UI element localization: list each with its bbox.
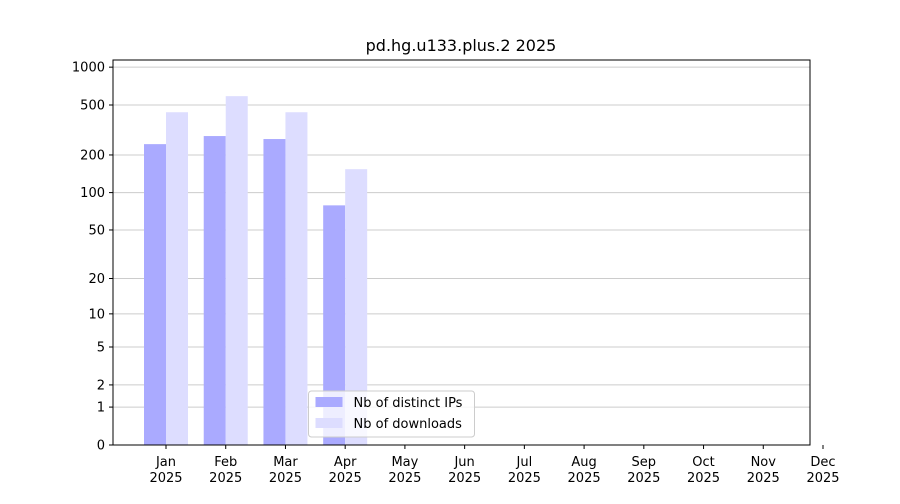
x-tick-label: May 2025 bbox=[388, 455, 421, 486]
y-tick-label: 200 bbox=[80, 148, 105, 163]
x-tick-year: 2025 bbox=[209, 471, 242, 486]
x-tick-label: Sep 2025 bbox=[627, 455, 660, 486]
y-tick-label: 5 bbox=[97, 341, 105, 356]
x-tick-month: May bbox=[391, 455, 418, 470]
bar bbox=[345, 169, 368, 445]
x-tick-label: Oct 2025 bbox=[687, 455, 720, 486]
legend-box bbox=[308, 390, 475, 438]
x-tick-year: 2025 bbox=[687, 471, 720, 486]
x-tick-month: Sep bbox=[632, 455, 657, 470]
y-tick-label: 0 bbox=[97, 439, 105, 454]
x-tick-label: Apr 2025 bbox=[329, 455, 362, 486]
bar bbox=[144, 144, 166, 445]
x-tick-label: Aug 2025 bbox=[568, 455, 601, 486]
y-tick-label: 100 bbox=[80, 186, 105, 201]
x-tick-label: Dec 2025 bbox=[806, 455, 839, 486]
x-tick-year: 2025 bbox=[269, 471, 302, 486]
x-tick-month: Dec bbox=[810, 455, 835, 470]
x-tick-year: 2025 bbox=[448, 471, 481, 486]
x-tick-label: Jan 2025 bbox=[149, 455, 182, 486]
x-tick-year: 2025 bbox=[388, 471, 421, 486]
x-tick-month: Nov bbox=[751, 455, 777, 470]
x-tick-year: 2025 bbox=[149, 471, 182, 486]
x-tick-label: Nov 2025 bbox=[747, 455, 780, 486]
x-tick-label: Jun 2025 bbox=[448, 455, 481, 486]
bar bbox=[203, 136, 226, 445]
bar bbox=[323, 205, 346, 445]
x-tick-month: Jun bbox=[453, 455, 474, 470]
y-tick-label: 20 bbox=[88, 272, 105, 287]
x-tick-month: Apr bbox=[334, 455, 357, 470]
y-tick-label: 50 bbox=[88, 223, 105, 238]
bar bbox=[225, 96, 248, 445]
y-tick-label: 500 bbox=[80, 99, 105, 114]
y-tick-label: 2 bbox=[97, 378, 105, 393]
plot-frame bbox=[112, 59, 811, 446]
chart-title: pd.hg.u133.plus.2 2025 bbox=[366, 36, 557, 55]
x-tick-month: Jul bbox=[516, 455, 533, 470]
x-tick-month: Jan bbox=[155, 455, 176, 470]
legend-swatch bbox=[315, 397, 343, 407]
x-tick-label: Mar 2025 bbox=[269, 455, 302, 486]
x-tick-year: 2025 bbox=[747, 471, 780, 486]
legend-label: Nb of downloads bbox=[354, 417, 463, 432]
legend-label: Nb of distinct IPs bbox=[354, 396, 463, 411]
x-tick-month: Oct bbox=[692, 455, 714, 470]
x-tick-label: Jul 2025 bbox=[508, 455, 541, 486]
x-tick-year: 2025 bbox=[329, 471, 362, 486]
x-tick-year: 2025 bbox=[508, 471, 541, 486]
x-tick-label: Feb 2025 bbox=[209, 455, 242, 486]
bar bbox=[285, 112, 308, 445]
y-tick-label: 1 bbox=[97, 401, 105, 416]
bar bbox=[263, 139, 286, 445]
x-tick-month: Mar bbox=[273, 455, 298, 470]
x-tick-year: 2025 bbox=[806, 471, 839, 486]
y-tick-label: 1000 bbox=[72, 61, 105, 76]
legend-swatch bbox=[315, 418, 343, 428]
x-tick-month: Feb bbox=[214, 455, 237, 470]
x-tick-year: 2025 bbox=[627, 471, 660, 486]
x-tick-year: 2025 bbox=[568, 471, 601, 486]
bar bbox=[166, 112, 188, 445]
y-tick-label: 10 bbox=[88, 307, 105, 322]
x-tick-month: Aug bbox=[571, 455, 596, 470]
